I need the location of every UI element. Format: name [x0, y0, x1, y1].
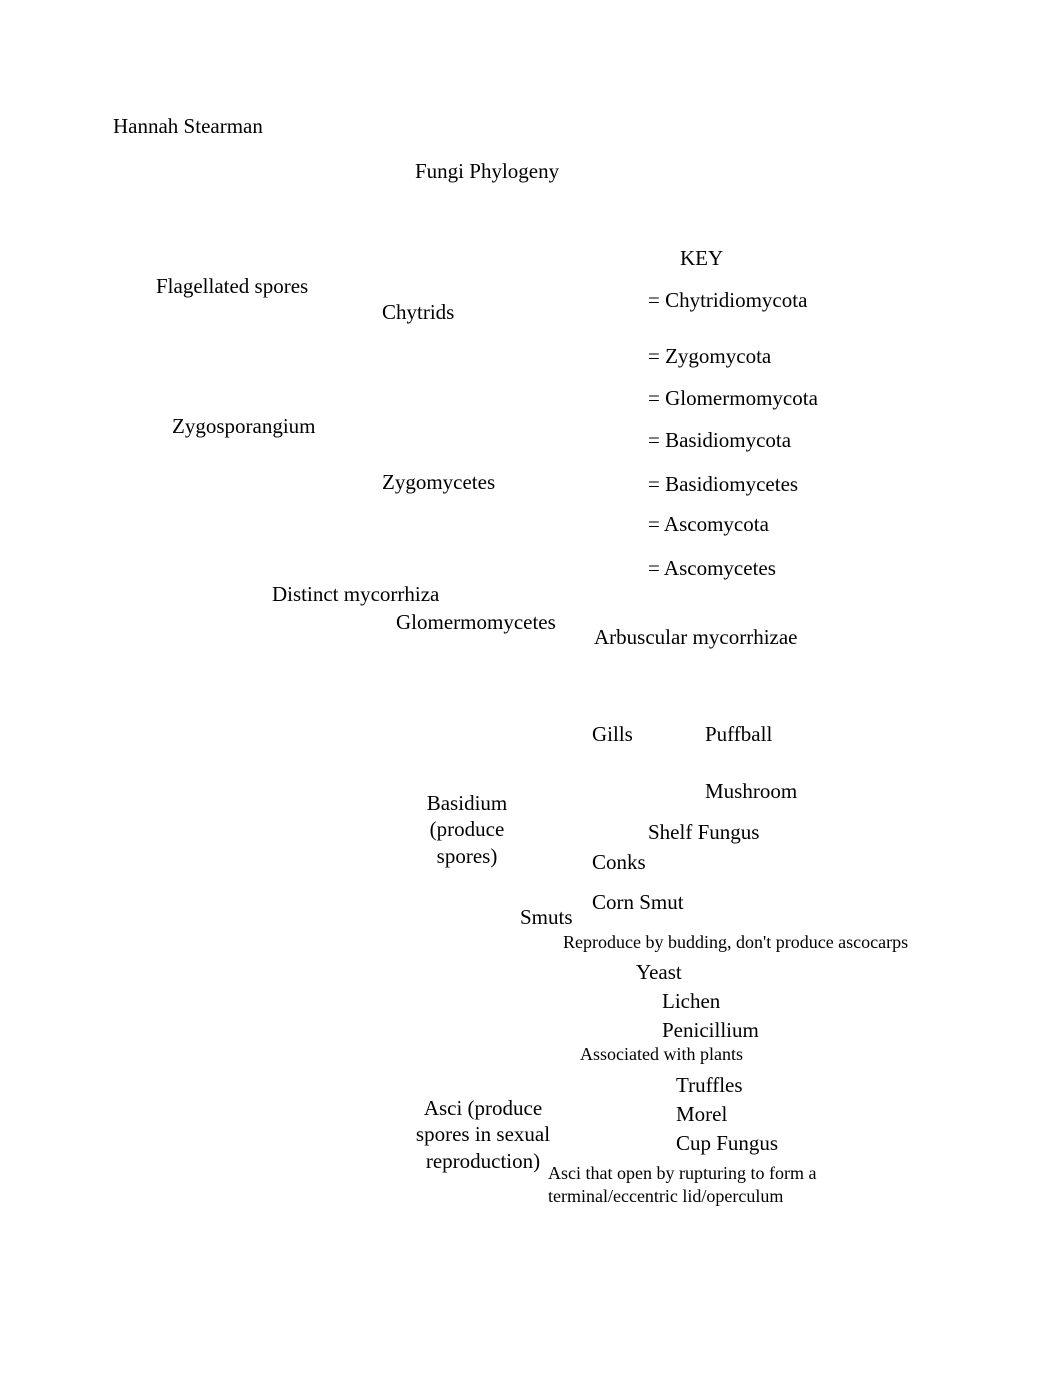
key-item-4: = Basidiomycetes — [648, 472, 798, 497]
label-distinct-mycorrhiza: Distinct mycorrhiza — [272, 582, 439, 607]
label-corn-smut: Corn Smut — [592, 890, 684, 915]
key-heading: KEY — [680, 246, 723, 271]
label-lichen: Lichen — [662, 989, 720, 1014]
label-chytrids: Chytrids — [382, 300, 454, 325]
key-item-1: = Zygomycota — [648, 344, 771, 369]
label-zygosporangium: Zygosporangium — [172, 414, 315, 439]
key-item-5: = Ascomycota — [648, 512, 769, 537]
label-flagellated-spores: Flagellated spores — [156, 274, 308, 299]
label-gills: Gills — [592, 722, 633, 747]
label-arbuscular-mycorrhizae: Arbuscular mycorrhizae — [594, 625, 798, 650]
label-reproduce-budding: Reproduce by budding, don't produce asco… — [563, 932, 908, 953]
label-smuts: Smuts — [520, 905, 573, 930]
label-cup-fungus: Cup Fungus — [676, 1131, 778, 1156]
label-glomermomycetes: Glomermomycetes — [396, 610, 556, 635]
key-item-3: = Basidiomycota — [648, 428, 791, 453]
label-shelf-fungus: Shelf Fungus — [648, 820, 759, 845]
key-item-2: = Glomermomycota — [648, 386, 818, 411]
key-item-0: = Chytridiomycota — [648, 288, 807, 313]
page-title: Fungi Phylogeny — [415, 159, 559, 184]
label-basidium: Basidium (produce spores) — [412, 790, 522, 869]
label-yeast: Yeast — [636, 960, 682, 985]
label-penicillium: Penicillium — [662, 1018, 759, 1043]
label-zygomycetes: Zygomycetes — [382, 470, 495, 495]
label-asci: Asci (produce spores in sexual reproduct… — [403, 1095, 563, 1174]
label-truffles: Truffles — [676, 1073, 743, 1098]
label-associated-plants: Associated with plants — [580, 1044, 743, 1065]
label-asci-rupturing: Asci that open by rupturing to form a te… — [548, 1162, 848, 1207]
label-conks: Conks — [592, 850, 646, 875]
key-item-6: = Ascomycetes — [648, 556, 776, 581]
author-name: Hannah Stearman — [113, 114, 263, 139]
label-morel: Morel — [676, 1102, 727, 1127]
label-puffball: Puffball — [705, 722, 772, 747]
label-mushroom: Mushroom — [705, 779, 797, 804]
